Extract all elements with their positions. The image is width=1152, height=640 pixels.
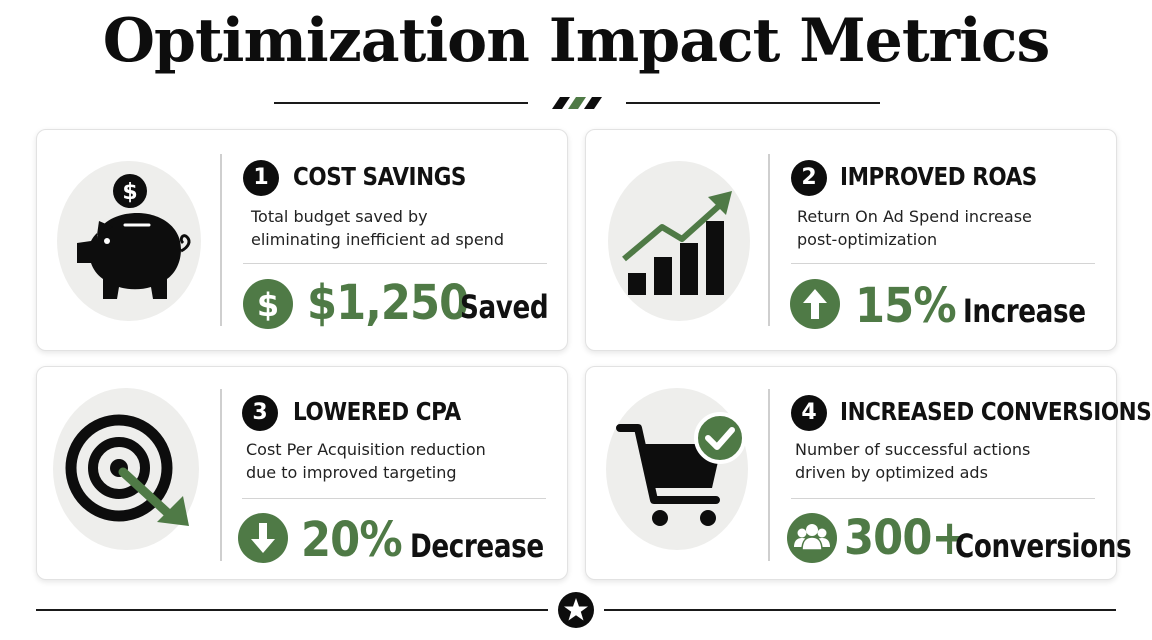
title-divider-left — [274, 102, 528, 104]
card-number-badge: 1 — [243, 160, 279, 196]
metric-icon: $ — [243, 279, 293, 329]
metric-value: 300+ — [844, 510, 968, 566]
footer-divider-right — [604, 609, 1116, 611]
card-description: Return On Ad Spend increase post-optimiz… — [797, 207, 1032, 249]
card-separator — [242, 498, 546, 499]
card-number-badge: 3 — [242, 395, 278, 431]
icon-circle — [606, 388, 748, 550]
card-description: Total budget saved by eliminating ineffi… — [251, 207, 504, 249]
card-increased-conversions: 4 INCREASED CONVERSIONS Number of succes… — [585, 366, 1152, 580]
card-description: Number of successful actions driven by o… — [795, 440, 1031, 482]
card-divider — [220, 389, 222, 561]
title-dashes-icon — [552, 97, 602, 109]
metric-unit: Increase — [963, 292, 1086, 330]
svg-text:$: $ — [122, 180, 137, 205]
metric-unit: Decrease — [410, 527, 544, 565]
target-icon — [65, 414, 189, 526]
card-description: Cost Per Acquisition reduction due to im… — [246, 440, 486, 482]
metric-value: 15% — [855, 278, 957, 334]
icon-circle — [608, 161, 750, 321]
card-heading: COST SAVINGS — [293, 162, 466, 191]
footer-divider-left — [36, 609, 548, 611]
arrow-up-icon — [803, 289, 827, 319]
footer-badge — [558, 592, 594, 628]
users-icon — [794, 524, 830, 551]
card-heading: IMPROVED ROAS — [840, 162, 1037, 191]
shopping-cart-check-icon — [616, 412, 746, 526]
metric-value: 20% — [301, 512, 403, 568]
card-cost-savings: $ 1 COST SAVINGS Total budget saved by e… — [36, 129, 568, 351]
card-divider — [768, 389, 770, 561]
card-separator — [791, 263, 1095, 264]
card-heading: LOWERED CPA — [293, 397, 461, 426]
growth-chart-icon — [622, 191, 732, 295]
card-divider — [220, 154, 222, 326]
icon-circle — [53, 388, 199, 550]
card-heading: INCREASED CONVERSIONS — [840, 397, 1152, 426]
card-separator — [791, 498, 1095, 499]
metric-icon — [790, 279, 840, 329]
arrow-down-icon — [251, 523, 275, 553]
card-lowered-cpa: 3 LOWERED CPA Cost Per Acquisition reduc… — [36, 366, 568, 580]
title-divider-right — [626, 102, 880, 104]
icon-circle: $ — [57, 161, 201, 321]
card-divider — [768, 154, 770, 326]
card-number-badge: 4 — [791, 395, 827, 431]
star-icon — [564, 598, 588, 621]
dollar-icon: $ — [257, 286, 279, 324]
piggy-bank-icon: $ — [77, 174, 191, 299]
metric-icon — [787, 513, 837, 563]
metric-value: $1,250 — [307, 275, 469, 331]
page-title: Optimization Impact Metrics — [102, 6, 1051, 76]
svg-text:$: $ — [257, 286, 279, 324]
card-separator — [243, 263, 547, 264]
metric-unit: Saved — [460, 288, 549, 326]
metric-unit: Conversions — [955, 527, 1132, 565]
card-improved-roas: 2 IMPROVED ROAS Return On Ad Spend incre… — [585, 129, 1117, 351]
card-number-badge: 2 — [791, 160, 827, 196]
metric-icon — [238, 513, 288, 563]
